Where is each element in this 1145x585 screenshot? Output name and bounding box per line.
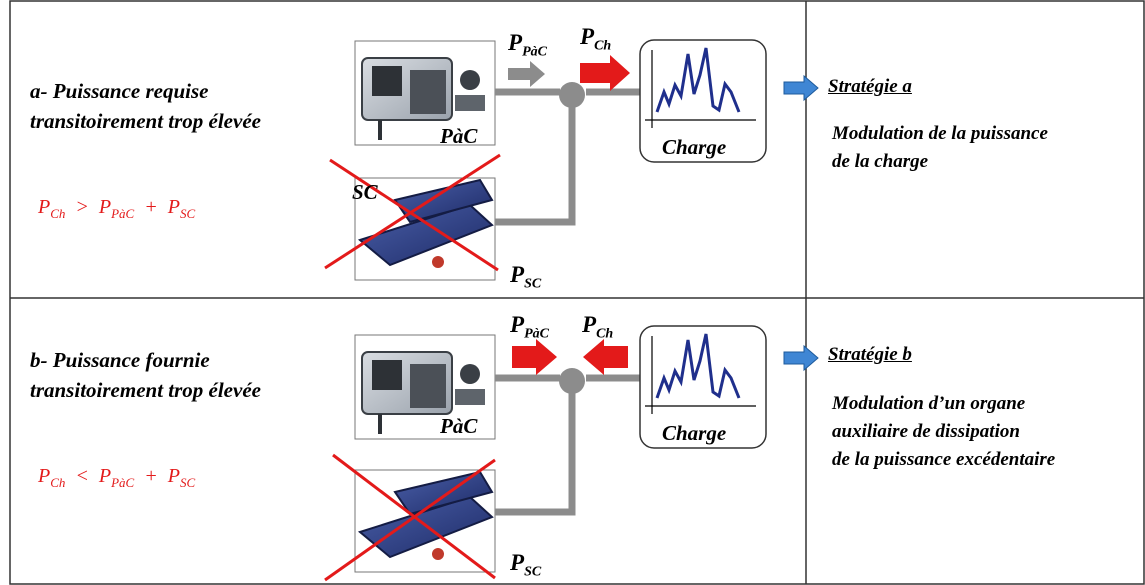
bus-node-a: [559, 82, 585, 108]
label-sub: PàC: [522, 44, 547, 60]
label-p: P: [582, 312, 597, 337]
power-bus-b: [495, 374, 640, 516]
label-p: P: [510, 312, 525, 337]
label-p-fc-b: PPàC: [510, 312, 549, 343]
case-b-title-line1: b- Puissance fournie: [30, 348, 210, 372]
flow-arrow-load-b: [583, 339, 628, 375]
eq-operator: >: [75, 196, 89, 218]
label-sub: Ch: [594, 38, 612, 54]
eq-operator: +: [144, 465, 158, 487]
eq-term: P: [98, 465, 112, 487]
device-sc-label-a: SC: [352, 180, 378, 204]
eq-sub: SC: [179, 206, 196, 221]
label-p: P: [510, 550, 525, 575]
strategy-b-line1: Modulation d’un organe: [832, 393, 1026, 414]
label-p: P: [510, 262, 525, 287]
strategy-a-title: Stratégie a: [828, 76, 912, 97]
load-label-b: Charge: [662, 421, 727, 445]
eq-sub: Ch: [50, 206, 66, 221]
flow-arrow-fc-b: [512, 339, 557, 375]
strategy-b-description: Modulation d’un organe auxiliaire de dis…: [832, 390, 1055, 474]
red-cross-a: [324, 153, 501, 272]
load-box-b: [639, 325, 767, 449]
supercap-device-b: [354, 469, 496, 573]
load-box-a: [639, 39, 767, 163]
case-b-title-line2: transitoirement trop élevée: [30, 378, 261, 402]
label-sub: Ch: [596, 326, 614, 342]
load-label-a: Charge: [662, 135, 727, 159]
device-fc-label-b: PàC: [440, 414, 478, 438]
eq-sub: Ch: [50, 475, 66, 490]
eq-term: P: [167, 196, 180, 218]
device-fc-label-a: PàC: [440, 124, 478, 148]
strategy-a-description: Modulation de la puissance de la charge: [832, 120, 1048, 176]
case-a-equation: PCh > PPàC + PSC: [38, 196, 195, 222]
label-p: P: [580, 24, 595, 49]
eq-term: P: [167, 465, 180, 487]
strategy-arrow-b: [783, 344, 819, 372]
case-b-title: b- Puissance fournie transitoirement tro…: [30, 345, 261, 405]
label-p-sc-a: PSC: [510, 262, 541, 293]
eq-operator: <: [75, 465, 89, 487]
strategy-arrow-a: [783, 74, 819, 102]
case-b-equation: PCh < PPàC + PSC: [38, 465, 195, 491]
eq-term: P: [38, 465, 51, 487]
eq-sub: SC: [179, 475, 196, 490]
fuel-cell-device-b: [354, 334, 496, 440]
label-p-load-b: PCh: [582, 312, 613, 343]
case-a-title-line2: transitoirement trop élevée: [30, 109, 261, 133]
strategy-a-line1: Modulation de la puissance: [832, 123, 1048, 144]
label-sub: PàC: [524, 326, 549, 342]
flow-arrow-load-a: [580, 55, 630, 91]
strategy-a-line2: de la charge: [832, 151, 929, 172]
label-p: P: [508, 30, 523, 55]
label-p-load-a: PCh: [580, 24, 611, 55]
red-cross-b: [324, 453, 496, 582]
fuel-cell-device-a: [354, 40, 496, 146]
eq-term: P: [98, 196, 112, 218]
eq-sub: PàC: [111, 206, 135, 221]
flow-arrow-fc-a: [508, 61, 545, 87]
case-a-title-line1: a- Puissance requise: [30, 79, 209, 103]
eq-sub: PàC: [111, 475, 135, 490]
label-sub: SC: [524, 564, 542, 580]
strategy-b-line3: de la puissance excédentaire: [832, 449, 1056, 470]
strategy-b-title: Stratégie b: [828, 344, 912, 365]
bus-node-b: [559, 368, 585, 394]
eq-operator: +: [144, 196, 158, 218]
label-p-sc-b: PSC: [510, 550, 541, 581]
label-p-fc-a: PPàC: [508, 30, 547, 61]
supercap-device-a: [354, 177, 496, 281]
label-sub: SC: [524, 276, 542, 292]
eq-term: P: [38, 196, 51, 218]
power-bus-a: [495, 88, 640, 226]
case-a-title: a- Puissance requise transitoirement tro…: [30, 76, 261, 136]
strategy-b-line2: auxiliaire de dissipation: [832, 421, 1020, 442]
